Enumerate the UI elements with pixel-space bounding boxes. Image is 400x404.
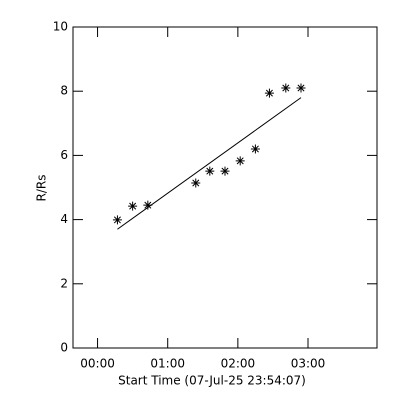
data-point [220,166,230,176]
y-tick-label: 8 [60,84,68,98]
y-tick-label: 10 [53,20,68,34]
data-point [112,215,122,225]
data-point [264,88,274,98]
data-point [250,144,260,154]
y-tick-label: 0 [60,341,68,355]
y-tick-label: 2 [60,276,68,290]
y-axis-label: R/Rs [35,175,49,202]
x-tick-label: 02:00 [221,357,256,371]
data-point [205,166,215,176]
data-point [128,201,138,211]
data-point [281,83,291,93]
x-tick-label: 01:00 [150,357,185,371]
x-axis-label: Start Time (07-Jul-25 23:54:07) [118,374,306,388]
data-point [296,83,306,93]
y-tick-label: 4 [60,212,68,226]
x-tick-label: 03:00 [291,357,326,371]
x-tick-label: 00:00 [80,357,115,371]
fit-line [117,97,302,230]
data-point [191,178,201,188]
data-point [143,200,153,210]
data-point [235,156,245,166]
plot-frame [72,26,378,349]
y-tick-label: 6 [60,148,68,162]
